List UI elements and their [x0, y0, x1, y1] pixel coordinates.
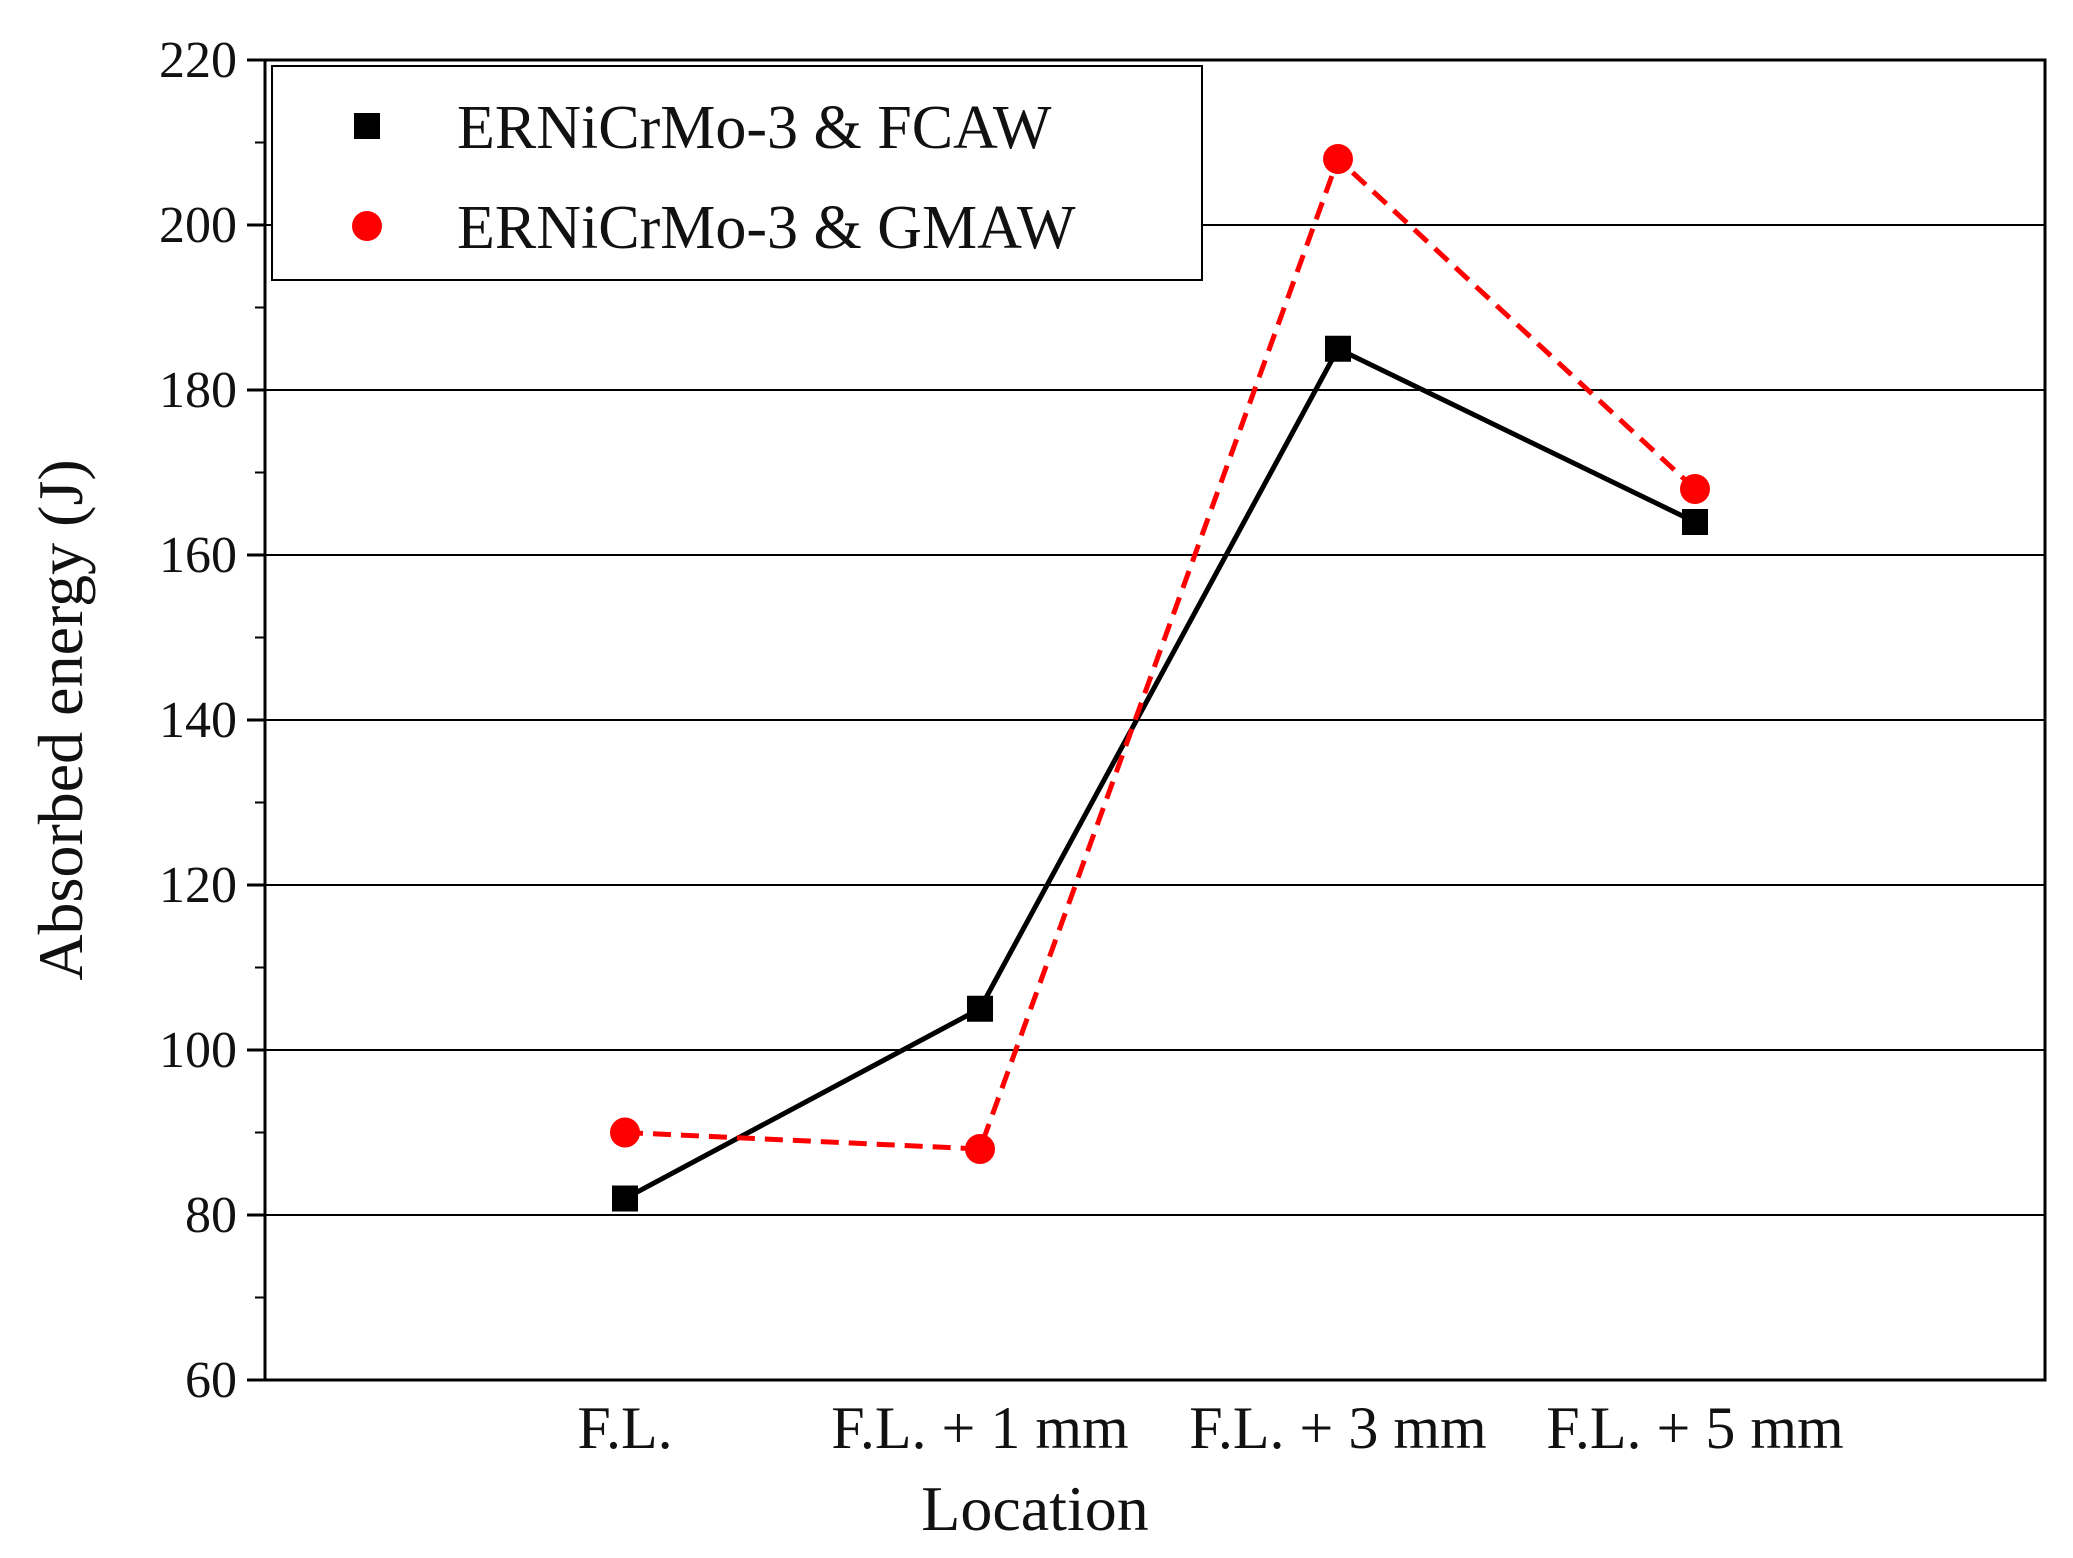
y-tick-label: 140 — [159, 692, 237, 749]
x-tick-labels: F.L. F.L. + 1 mm F.L. + 3 mm F.L. + 5 mm — [577, 1395, 1843, 1461]
x-axis-title: Location — [921, 1473, 1148, 1544]
legend-marker — [352, 211, 382, 241]
legend-label: ERNiCrMo-3 & GMAW — [457, 194, 1076, 262]
x-tick-label: F.L. + 1 mm — [831, 1395, 1128, 1461]
series-line — [624, 154, 1697, 1152]
data-point — [1680, 474, 1710, 504]
legend-box — [271, 65, 1203, 281]
legend-marker — [354, 113, 380, 139]
legend: ERNiCrMo-3 & FCAW ERNiCrMo-3 & GMAW — [271, 65, 1203, 281]
axis-ticks — [247, 58, 265, 1382]
y-tick-label: 220 — [159, 32, 237, 89]
y-tick-label: 160 — [159, 527, 237, 584]
data-point — [1325, 335, 1351, 362]
data-point — [610, 1117, 640, 1148]
y-tick-label: 200 — [159, 197, 237, 254]
x-tick-label: F.L. — [577, 1395, 672, 1461]
y-tick-labels: 60 80 100 120 140 160 180 200 220 — [159, 32, 237, 1409]
series-layer — [610, 144, 1710, 1212]
y-axis-title: Absorbed energy (J) — [25, 459, 96, 980]
y-tick-label: 180 — [159, 362, 237, 419]
y-tick-label: 100 — [159, 1022, 237, 1079]
legend-items: ERNiCrMo-3 & FCAW ERNiCrMo-3 & GMAW — [352, 94, 1076, 262]
x-tick-label: F.L. + 3 mm — [1189, 1395, 1486, 1461]
y-tick-label: 80 — [185, 1187, 237, 1244]
series-line — [623, 345, 1697, 1201]
legend-label: ERNiCrMo-3 & FCAW — [457, 94, 1052, 162]
x-tick-label: F.L. + 5 mm — [1546, 1395, 1843, 1461]
data-point — [967, 995, 993, 1022]
data-point — [612, 1185, 638, 1212]
data-point — [1682, 509, 1708, 535]
y-tick-label: 120 — [159, 857, 237, 914]
data-point — [965, 1134, 995, 1164]
data-point — [1323, 144, 1353, 174]
y-tick-label: 60 — [185, 1352, 237, 1409]
gridlines — [265, 224, 2045, 1216]
